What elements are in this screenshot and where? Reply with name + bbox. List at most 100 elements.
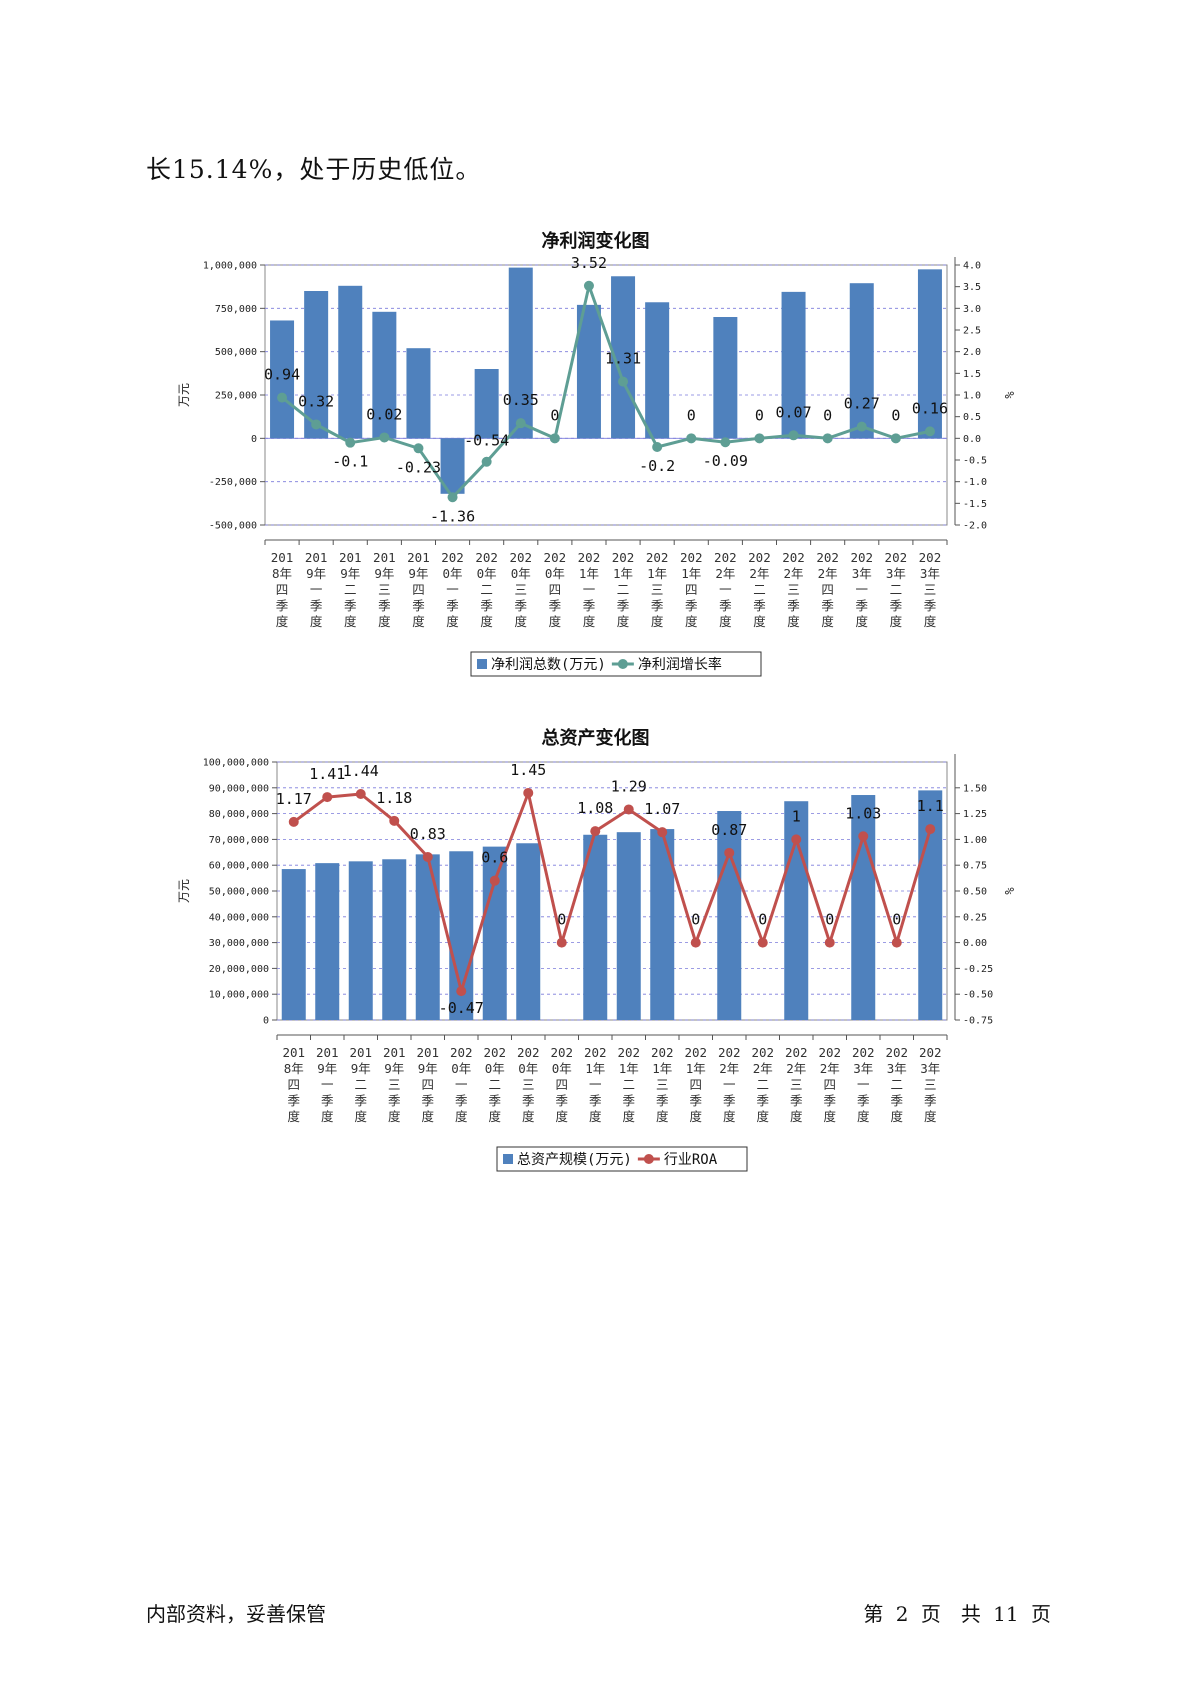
data-label: 1.1: [917, 797, 944, 815]
right-axis-tick-label: 3.0: [963, 304, 981, 315]
right-axis-tick-label: 0.5: [963, 412, 981, 423]
left-axis-tick-label: 500,000: [215, 347, 257, 358]
line-point: [590, 826, 601, 837]
data-label: 1: [792, 807, 801, 825]
line-point: [720, 437, 731, 448]
x-category-label: 201 9年一季度: [305, 550, 328, 629]
legend-line-label: 净利润增长率: [638, 656, 722, 673]
x-category-label: 202 1年一季度: [578, 550, 601, 629]
left-axis-tick-label: 80,000,000: [209, 809, 269, 820]
line-point: [924, 426, 935, 437]
line-point: [556, 937, 567, 948]
data-label: 1.41: [309, 765, 345, 783]
x-category-label: 202 1年四季度: [680, 550, 703, 629]
line-point: [652, 442, 663, 452]
line-point: [856, 421, 867, 432]
x-category-label: 201 9年三季度: [373, 550, 396, 629]
x-category-label: 202 3年二季度: [885, 1045, 908, 1124]
right-axis-tick-label: 0.0: [963, 434, 981, 445]
data-label: 1.07: [644, 800, 680, 818]
data-label: 0: [687, 406, 696, 424]
x-category-label: 202 0年一季度: [441, 550, 464, 629]
data-label: 0: [758, 911, 767, 929]
footer-confidential-note: 内部资料，妥善保管: [146, 1602, 326, 1626]
left-axis-tick-label: 90,000,000: [209, 783, 269, 794]
x-category-label: 201 8年四季度: [282, 1045, 305, 1124]
legend-bar-label: 总资产规模(万元): [517, 1152, 632, 1168]
line-point: [686, 433, 697, 444]
legend-line-label: 行业ROA: [664, 1152, 718, 1168]
bar: [270, 320, 295, 439]
x-category-label: 202 0年三季度: [517, 1045, 540, 1124]
series-line: [281, 284, 931, 499]
data-label: 0: [891, 406, 900, 424]
data-label: 0.16: [912, 399, 948, 417]
x-category-label: 202 1年三季度: [646, 550, 669, 629]
left-axis-tick-label: 60,000,000: [209, 861, 269, 872]
bar: [717, 811, 742, 1020]
data-label: 0.32: [298, 392, 334, 410]
left-axis-title: 万元: [177, 879, 191, 903]
right-axis-tick-label: 1.0: [963, 391, 981, 402]
line-point: [925, 824, 936, 835]
bar: [372, 311, 397, 439]
line-point: [690, 937, 701, 948]
data-label: 1.31: [605, 350, 641, 368]
x-category-label: 202 1年二季度: [617, 1045, 640, 1124]
left-axis-tick-label: 0: [263, 1016, 269, 1027]
line-point: [618, 376, 629, 387]
legend-box: [496, 1146, 748, 1172]
data-label: 1.45: [510, 761, 546, 779]
right-axis-tick-label: 1.00: [963, 835, 987, 846]
bar: [415, 854, 440, 1020]
right-axis-tick-label: 3.5: [963, 282, 981, 293]
left-axis-tick-label: 100,000,000: [203, 758, 269, 769]
line-point: [413, 443, 424, 454]
x-category-label: 201 9年二季度: [349, 1045, 372, 1124]
right-axis-tick-label: 0.25: [963, 912, 987, 923]
bar: [348, 861, 373, 1020]
right-axis-tick-label: -1.0: [963, 477, 987, 488]
line-point: [549, 433, 560, 444]
bar: [315, 863, 340, 1020]
bar: [713, 317, 738, 439]
net-profit-chart: 1,000,000 750,000 500,000 250,000 0 -250,000 -…: [177, 254, 1016, 677]
bar: [338, 285, 363, 439]
line-point: [345, 437, 356, 448]
x-category-label: 202 0年四季度: [550, 1045, 573, 1124]
data-label: 0.35: [503, 391, 539, 409]
x-category-label: 202 2年三季度: [785, 1045, 808, 1124]
line-point: [311, 419, 322, 430]
line-point: [890, 433, 901, 444]
x-category-label: 202 2年四季度: [816, 550, 839, 629]
left-axis-tick-label: 250,000: [215, 391, 257, 402]
bar: [281, 869, 306, 1020]
data-label: 0.87: [711, 821, 747, 839]
x-category-label: 202 0年三季度: [509, 550, 532, 629]
line-point: [858, 831, 869, 842]
right-axis-tick-label: -0.5: [963, 456, 987, 467]
bar: [784, 801, 809, 1020]
x-category-label: 201 9年四季度: [407, 550, 430, 629]
x-category-label: 202 1年四季度: [684, 1045, 707, 1124]
total-assets-chart-title: 总资产变化图: [541, 728, 650, 749]
x-category-label: 202 0年一季度: [450, 1045, 473, 1124]
left-axis-tick-label: 0: [251, 434, 257, 445]
x-category-label: 202 3年二季度: [885, 550, 908, 629]
bar: [516, 843, 541, 1020]
right-axis-tick-label: 4.0: [963, 261, 981, 272]
legend-bar-swatch: [477, 659, 487, 669]
x-category-label: 202 3年一季度: [852, 1045, 875, 1124]
data-label: 1.17: [276, 790, 312, 808]
data-label: -0.2: [639, 457, 675, 475]
total-assets-chart: 100,000,000 90,000,000 80,000,000 70,000,00…: [177, 754, 1016, 1172]
bar: [406, 348, 431, 439]
right-axis-tick-label: 2.0: [963, 347, 981, 358]
data-label: 0: [892, 911, 901, 929]
x-category-label: 202 0年二季度: [475, 550, 498, 629]
line-point: [322, 792, 333, 803]
legend-bar-swatch: [503, 1154, 513, 1164]
bar: [781, 291, 806, 439]
left-axis-tick-label: 50,000,000: [209, 887, 269, 898]
x-category-label: 202 1年一季度: [584, 1045, 607, 1124]
